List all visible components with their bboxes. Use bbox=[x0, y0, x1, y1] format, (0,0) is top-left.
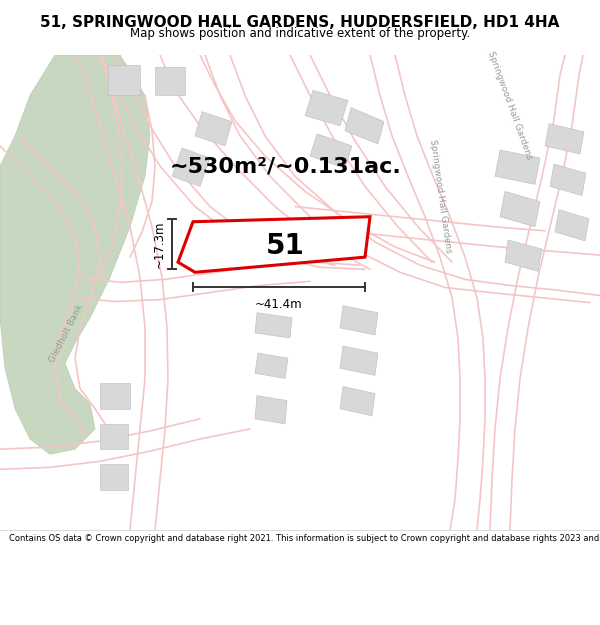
Polygon shape bbox=[255, 396, 287, 424]
Text: Contains OS data © Crown copyright and database right 2021. This information is : Contains OS data © Crown copyright and d… bbox=[9, 534, 600, 542]
Polygon shape bbox=[545, 124, 584, 154]
Text: ~41.4m: ~41.4m bbox=[255, 298, 303, 311]
Polygon shape bbox=[505, 240, 542, 271]
Polygon shape bbox=[305, 91, 348, 126]
Polygon shape bbox=[100, 464, 128, 489]
Text: 51: 51 bbox=[266, 232, 305, 260]
Polygon shape bbox=[340, 306, 378, 335]
Polygon shape bbox=[550, 164, 586, 196]
Text: ~530m²/~0.131ac.: ~530m²/~0.131ac. bbox=[169, 156, 401, 176]
Text: Map shows position and indicative extent of the property.: Map shows position and indicative extent… bbox=[130, 27, 470, 39]
Polygon shape bbox=[340, 346, 378, 376]
Polygon shape bbox=[195, 112, 232, 146]
Text: ~17.3m: ~17.3m bbox=[153, 220, 166, 268]
Polygon shape bbox=[100, 384, 130, 409]
Polygon shape bbox=[495, 150, 540, 184]
Polygon shape bbox=[108, 65, 140, 96]
Text: Springwood Hall Gardens: Springwood Hall Gardens bbox=[428, 139, 452, 254]
Polygon shape bbox=[255, 353, 288, 378]
Polygon shape bbox=[500, 191, 540, 227]
Polygon shape bbox=[310, 134, 352, 168]
Polygon shape bbox=[0, 55, 150, 454]
Text: Springwood Hall Gardens: Springwood Hall Gardens bbox=[486, 50, 534, 161]
Polygon shape bbox=[172, 148, 210, 186]
Polygon shape bbox=[155, 67, 185, 96]
Polygon shape bbox=[178, 217, 370, 272]
Polygon shape bbox=[255, 312, 292, 338]
Polygon shape bbox=[345, 107, 384, 144]
Polygon shape bbox=[340, 386, 375, 416]
Polygon shape bbox=[100, 424, 128, 449]
Polygon shape bbox=[555, 209, 589, 241]
Text: 51, SPRINGWOOD HALL GARDENS, HUDDERSFIELD, HD1 4HA: 51, SPRINGWOOD HALL GARDENS, HUDDERSFIEL… bbox=[40, 16, 560, 31]
Text: Gledholt Bank: Gledholt Bank bbox=[47, 302, 85, 364]
